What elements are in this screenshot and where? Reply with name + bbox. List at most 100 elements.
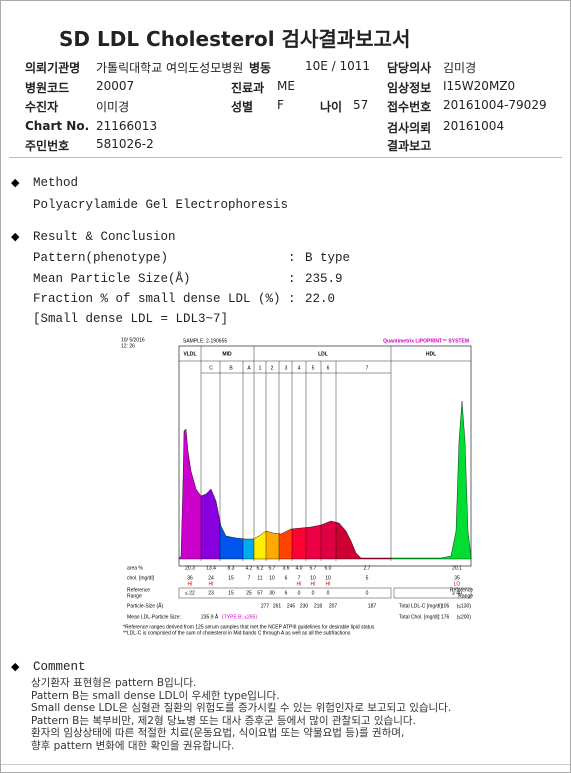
field-value: 20161004-79029	[443, 98, 547, 112]
total-label: Total LDL-C [mg/dl]:	[399, 603, 443, 609]
area-value: 4.0	[296, 565, 303, 571]
chol-value: 7	[298, 575, 301, 581]
result-value: 235.9	[305, 271, 343, 286]
field-label: 진료과	[231, 81, 265, 95]
field-label: 주민번호	[25, 139, 70, 153]
field-value: 581026-2	[96, 137, 154, 151]
band-name: 4	[298, 365, 301, 371]
ref-box	[393, 587, 472, 599]
total-value: 176	[441, 614, 450, 620]
result-label: Mean Particle Size(Å)	[33, 271, 191, 286]
band-name: C	[209, 365, 213, 371]
result-label: Fraction % of small dense LDL (%)	[33, 292, 281, 306]
band-fill	[292, 527, 306, 559]
colon: :	[288, 271, 296, 286]
row-label: chol. [mg/dl]	[127, 575, 155, 581]
result-value: 22.0	[305, 292, 336, 306]
ref-value: 23	[208, 590, 214, 596]
particle-value: 277	[261, 603, 270, 609]
result-note: [Small dense LDL = LDL3~7]	[33, 312, 229, 326]
field-value: 20007	[96, 79, 135, 93]
chol-value: 5	[366, 575, 369, 581]
field-label: 의뢰기관명	[25, 61, 81, 75]
band-group: MID	[222, 351, 232, 357]
ref-value: ≤ 22	[185, 590, 195, 596]
band-name: 2	[271, 365, 274, 371]
band-name: 6	[327, 365, 330, 371]
ref-value: 0	[312, 590, 315, 596]
result-label: Pattern(phenotype)	[33, 251, 169, 265]
result-value: B type	[305, 251, 351, 265]
brand: Quantimetrix LIPOPRINT™ SYSTEM	[383, 338, 469, 344]
ref-value: 57	[257, 590, 263, 596]
ref-value: 30	[269, 590, 275, 596]
row-label: Range	[127, 593, 142, 599]
colon: :	[288, 292, 296, 306]
chol-value: 6	[285, 575, 288, 581]
datetime: 12: 26	[121, 343, 135, 349]
field-label: 나이	[320, 100, 343, 114]
flag: HI	[311, 581, 316, 587]
mean-value: 235.9 Å	[201, 613, 219, 620]
band-name: 1	[259, 365, 262, 371]
comment-line: 상기환자 표현형은 pattern B입니다.	[31, 677, 197, 689]
ref-value: 15	[228, 590, 234, 596]
band-name: 7	[366, 365, 369, 371]
field-value: 57	[353, 98, 369, 112]
section-heading: Result & Conclusion	[33, 230, 176, 244]
area-value: 6.2	[257, 565, 264, 571]
mean-type: (TYPE B; ≤265)	[222, 614, 257, 620]
band-fill	[279, 528, 292, 559]
field-label: 수진자	[25, 100, 59, 114]
area-value: 13.4	[206, 565, 216, 571]
band-name: B	[229, 365, 233, 371]
row-label: Particle-Size (Å)	[127, 602, 163, 609]
ref-value: 25	[246, 590, 252, 596]
band-fill	[220, 521, 243, 559]
area-value: 6.0	[325, 565, 332, 571]
area-value: 20.1	[452, 565, 462, 571]
method-text: Polyacrylamide Gel Electrophoresis	[33, 198, 289, 212]
area-value: 5.7	[310, 565, 317, 571]
field-value: 이미경	[96, 100, 130, 114]
chol-value: 35	[454, 575, 460, 581]
field-label: 병동	[249, 61, 272, 75]
flag: LO	[454, 581, 461, 587]
chol-value: 10	[325, 575, 331, 581]
area-value: 20.3	[185, 565, 195, 571]
band-fill	[254, 531, 266, 559]
band-fill	[243, 538, 254, 559]
datetime: 10/ 5/2016	[121, 337, 145, 343]
area-value: 4.2	[246, 565, 253, 571]
field-value: 10E / 1011	[305, 59, 371, 73]
mean-label: Mean LDL-Particle Size:	[127, 614, 181, 620]
band-name: A	[247, 365, 251, 371]
field-value: 가톨릭대학교 여의도성모병원	[96, 61, 244, 75]
field-value: 21166013	[96, 119, 158, 133]
particle-value: 187	[368, 603, 377, 609]
chol-value: 15	[228, 575, 234, 581]
row-label: area %	[127, 565, 143, 571]
band-group: LDL	[318, 351, 328, 357]
field-value: 20161004	[443, 119, 505, 133]
particle-value: 261	[273, 603, 282, 609]
bullet: ◆	[11, 660, 20, 673]
particle-value: 207	[329, 603, 338, 609]
ref-value: 6	[285, 590, 288, 596]
field-label: 성별	[231, 100, 254, 114]
comment-line: Pattern B는 small dense LDL이 우세한 type입니다.	[31, 689, 280, 702]
band-group: VLDL	[183, 351, 196, 357]
ref-box	[178, 587, 392, 599]
ref-value: 0	[298, 590, 301, 596]
field-label: 임상정보	[387, 81, 432, 95]
bullet: ◆	[11, 230, 20, 243]
chol-value: 24	[208, 575, 214, 581]
band-fill	[266, 531, 279, 559]
chol-value: 10	[269, 575, 275, 581]
footer-line	[1, 764, 570, 765]
total-value: 105	[441, 603, 450, 609]
chol-value: 7	[248, 575, 251, 581]
field-label: 담당의사	[387, 61, 432, 75]
